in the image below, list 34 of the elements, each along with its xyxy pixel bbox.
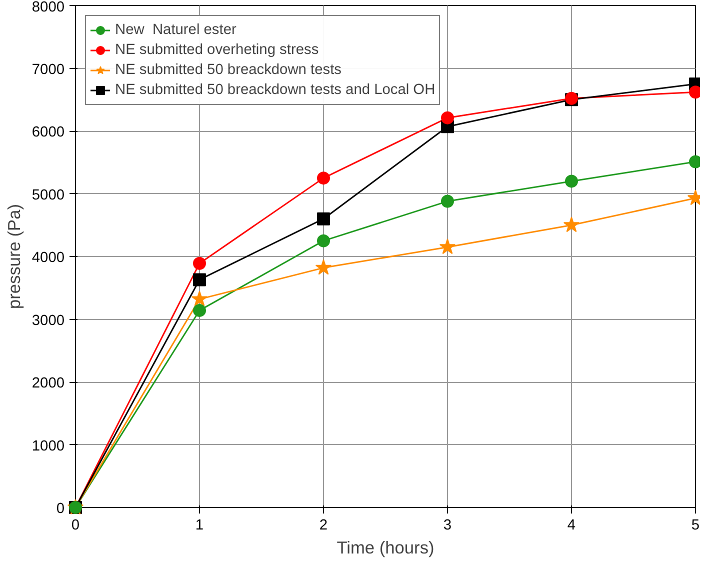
y-tick-label: 5000	[32, 187, 65, 204]
point	[565, 174, 578, 188]
point	[315, 259, 332, 275]
y-tick-label: 2000	[32, 376, 65, 392]
x-tick-label: 5	[691, 518, 700, 534]
y-tick-label: 7000	[32, 62, 65, 78]
y-tick-label: 1000	[32, 438, 65, 454]
x-tick-label: 3	[443, 518, 452, 534]
x-axis-title: Time (hours)	[336, 538, 434, 558]
y-tick-label: 8000	[32, 0, 65, 16]
point	[193, 273, 206, 286]
point	[317, 212, 330, 226]
point	[317, 172, 330, 185]
point	[191, 290, 208, 306]
point	[193, 256, 206, 270]
legend-label: NE submitted overheting stress	[115, 42, 319, 58]
legend-label: New Naturel ester	[115, 22, 236, 38]
y-tick-label: 0	[56, 501, 65, 517]
legend-label: NE submitted 50 breackdown tests	[115, 62, 342, 78]
y-axis-title: pressure (Pa)	[4, 204, 24, 309]
x-tick-label: 0	[71, 518, 80, 534]
point	[317, 234, 330, 248]
point	[193, 304, 206, 317]
x-tick-label: 4	[567, 518, 576, 534]
y-tick-label: 4000	[32, 250, 65, 266]
x-tick-label: 1	[195, 518, 204, 534]
point	[441, 194, 454, 208]
point	[441, 111, 454, 124]
point	[563, 216, 580, 232]
point	[439, 238, 456, 254]
x-tick-label: 2	[319, 518, 328, 534]
y-tick-label: 6000	[32, 124, 65, 140]
legend-label: NE submitted 50 breackdown tests and Local OH	[115, 82, 436, 98]
y-tick-label: 3000	[32, 312, 65, 329]
